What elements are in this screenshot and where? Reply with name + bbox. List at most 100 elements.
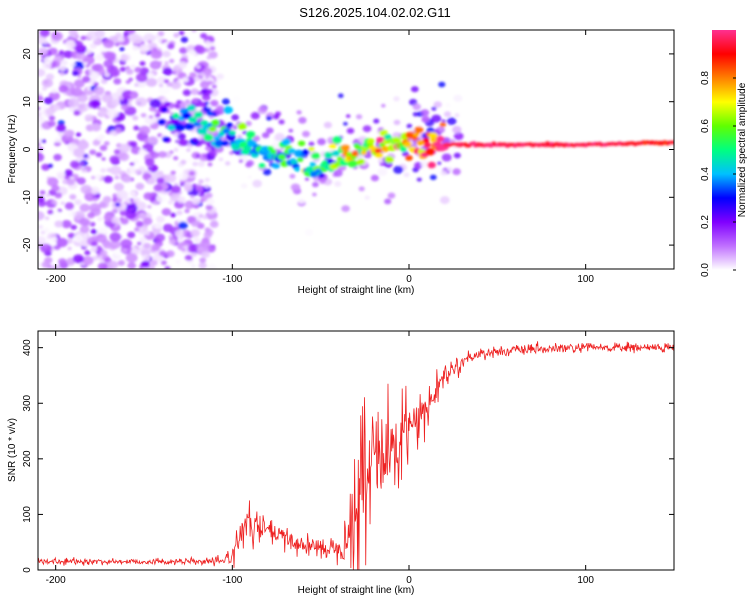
spectrogram-cell <box>471 141 477 145</box>
spectrogram-cell <box>304 228 314 236</box>
spectrogram-cell <box>187 244 198 253</box>
spectrogram-cell <box>167 124 176 131</box>
spectrogram-cell <box>197 91 203 96</box>
spectrogram-cell <box>222 127 231 134</box>
spectrogram-cell <box>288 148 296 154</box>
spectrogram-cell <box>38 47 48 56</box>
spectrogram-cell <box>148 115 154 119</box>
spectrogram-cell <box>146 72 155 79</box>
spectrogram-cell <box>91 123 101 132</box>
spectrogram-cell <box>250 112 260 120</box>
spectrogram-cell <box>297 140 306 147</box>
spectrogram-cell <box>89 43 97 49</box>
spectrogram-cell <box>38 95 44 102</box>
spectrogram-cell <box>90 186 100 195</box>
spectrogram-cell <box>433 101 442 108</box>
spectrogram-cell <box>125 68 134 75</box>
snr-panel: -200 -100 0 100 0 100 200 300 400 Height of stra… <box>7 330 675 596</box>
spectrogram-cell <box>416 177 422 182</box>
spectrogram-cell <box>93 38 98 42</box>
spectrogram-cell <box>158 61 162 65</box>
snr-axis-ticks: -200 -100 0 100 0 100 200 300 400 <box>22 331 674 586</box>
spectrogram-cell <box>143 242 151 249</box>
spectrogram-cell <box>411 135 419 141</box>
spectrogram-cell <box>165 250 175 258</box>
spectrogram-cell <box>204 101 210 106</box>
spectrogram-cell <box>198 214 204 218</box>
spectrogram-cell <box>441 119 446 123</box>
spectrogram-cell <box>130 34 143 45</box>
spectrogram-cell <box>103 141 110 146</box>
spectrogram-cell <box>106 65 118 75</box>
spectrogram-cell <box>38 36 46 44</box>
spectrogram-cell <box>41 86 48 91</box>
spectrogram-cell <box>97 262 108 269</box>
spectrogram-cell <box>38 115 46 124</box>
spectrogram-cell <box>355 114 363 120</box>
spectrogram-cell <box>114 175 120 180</box>
spectrogram-cell <box>103 214 113 222</box>
spectrogram-cell <box>195 154 201 158</box>
spectrogram-cell <box>176 100 182 104</box>
spectrogram-cell <box>170 185 181 194</box>
spectrogram-cell <box>113 149 121 155</box>
spectrogram-cell <box>150 151 160 159</box>
spectrogram-cell <box>201 124 210 131</box>
spectrogram-cell <box>137 241 142 246</box>
spectrogram-cell <box>73 79 85 88</box>
spectrogram-cell <box>38 236 47 245</box>
spectrogram-cell <box>76 177 86 185</box>
spectrogram-cell <box>95 233 107 243</box>
spectrogram-cell <box>93 82 99 87</box>
spectrogram-cell <box>304 177 310 181</box>
spectrogram-cell <box>139 212 147 219</box>
spectrogram-cell <box>67 98 80 108</box>
spectrogram-cell <box>193 237 201 243</box>
spectrogram-cell <box>452 168 461 176</box>
spectrogram-cell <box>45 73 55 81</box>
spectrogram-cell <box>79 203 91 212</box>
spectrogram-cell <box>181 247 186 252</box>
spectrogram-cell <box>170 80 182 90</box>
spectrogram-cell <box>274 132 285 141</box>
spectrogram-cell <box>204 184 209 189</box>
spectrogram-cell <box>133 125 140 131</box>
spectrogram-cell <box>41 78 54 88</box>
spectrogram-cell <box>109 232 122 242</box>
spectrogram-cell <box>73 148 85 158</box>
spectrogram-cell <box>70 87 83 97</box>
spectrogram-cell <box>77 140 89 150</box>
spectrogram-cell <box>43 227 50 233</box>
spectrogram-cell <box>427 161 436 169</box>
spectrogram-cell <box>97 216 103 222</box>
spectrogram-xtick-label: -100 <box>222 274 242 285</box>
spectrogram-cell <box>437 161 442 165</box>
spectrogram-cell <box>110 216 120 224</box>
spectrogram-cell <box>91 99 101 108</box>
spectrogram-cell <box>125 203 138 214</box>
spectrogram-cell <box>87 87 92 91</box>
spectrogram-ytick-label: 20 <box>22 48 33 60</box>
spectrogram-cell <box>406 123 413 129</box>
spectrogram-cell <box>118 95 124 101</box>
spectrogram-cell <box>443 111 452 118</box>
spectrogram-cell <box>189 72 197 79</box>
spectrogram-cell <box>75 132 82 137</box>
spectrogram-cell <box>199 72 206 77</box>
spectrogram-ytick-label: -10 <box>22 190 33 205</box>
spectrogram-cell <box>83 62 88 66</box>
spectrogram-cell <box>129 92 137 99</box>
spectrogram-cell <box>132 159 140 165</box>
spectrogram-cell <box>53 104 61 111</box>
spectrogram-cell <box>61 220 72 229</box>
spectrogram-cell <box>193 76 201 82</box>
snr-background <box>38 331 674 570</box>
snr-xtick-label: -100 <box>222 575 242 586</box>
spectrogram-cell <box>226 133 236 141</box>
spectrogram-cell <box>120 217 129 225</box>
spectrogram-cell <box>203 133 214 142</box>
spectrogram-cell <box>166 82 173 87</box>
spectrogram-cell <box>309 161 317 167</box>
spectrogram-cell <box>199 80 210 89</box>
